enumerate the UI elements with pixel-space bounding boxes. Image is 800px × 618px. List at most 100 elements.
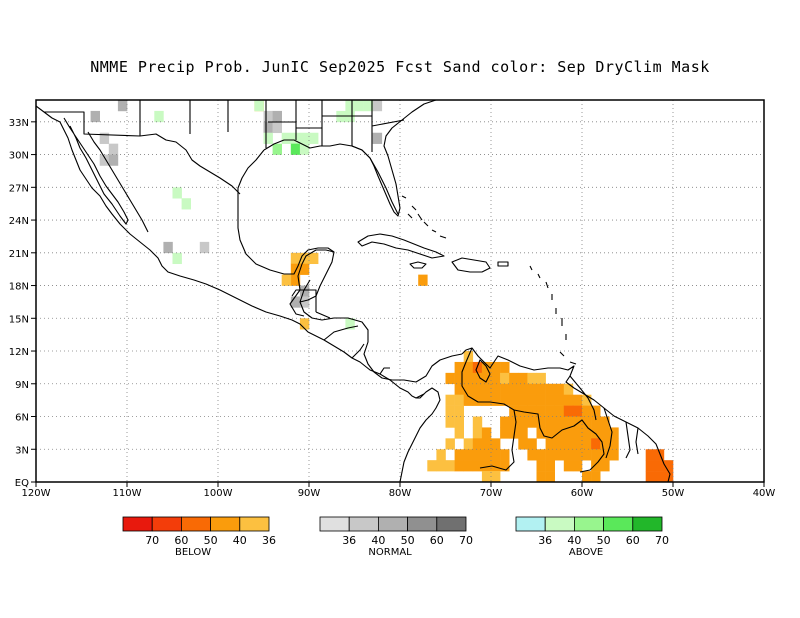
- below-probability-cell: [545, 427, 555, 439]
- caribbean-central-america-coast: [299, 301, 463, 383]
- below-probability-cell: [600, 427, 610, 439]
- below-probability-cell: [645, 471, 656, 483]
- below-probability-cell: [527, 416, 537, 428]
- below-probability-cell: [481, 383, 492, 395]
- below-probability-cell: [518, 416, 528, 428]
- below-probability-cell: [563, 449, 574, 461]
- below-probability-cell: [545, 394, 555, 406]
- y-tick-label: EQ: [15, 478, 29, 489]
- below-probability-cell: [600, 416, 610, 428]
- below-probability-cell: [491, 460, 501, 472]
- axis-ticks: 120W 110W 100W 90W 80W 70W 60W 50W 40W EQ 3N 6N 9N 12…: [9, 118, 776, 499]
- florida-peninsula: [351, 145, 399, 215]
- x-tick-label: 60W: [571, 488, 594, 499]
- below-probability-cell: [481, 438, 492, 450]
- below-probability-cell: [654, 460, 665, 472]
- below-probability-cell: [654, 449, 665, 461]
- legend-value-label: 50: [597, 534, 611, 547]
- above-probability-cell: [172, 252, 182, 265]
- legend-swatch: [151, 516, 182, 532]
- below-probability-cell: [572, 405, 583, 417]
- below-probability-cell: [481, 427, 492, 439]
- legend-category-name: ABOVE: [569, 547, 603, 558]
- below-probability-cell: [427, 460, 437, 472]
- map-frame: 120W 110W 100W 90W 80W 70W 60W 50W 40W EQ 3N 6N 9N 12…: [9, 99, 776, 499]
- normal-probability-cell: [117, 100, 128, 112]
- normal-probability-cell: [272, 121, 282, 134]
- below-probability-cell: [563, 383, 574, 395]
- below-probability-cell: [463, 372, 474, 385]
- below-probability-cell: [472, 438, 483, 450]
- below-probability-cell: [454, 405, 464, 417]
- legend-swatch: [210, 516, 241, 532]
- below-probability-cell: [536, 394, 546, 406]
- below-probability-cell: [500, 416, 510, 428]
- below-probability-cell: [454, 427, 464, 439]
- y-tick-label: 30N: [9, 151, 29, 162]
- normal-probability-cell: [299, 285, 310, 297]
- above-probability-cell: [272, 143, 282, 155]
- y-tick-label: 27N: [9, 183, 29, 194]
- below-probability-cell: [500, 361, 510, 374]
- below-probability-cell: [591, 427, 601, 439]
- above-probability-cell: [172, 187, 182, 199]
- below-probability-cell: [591, 460, 601, 472]
- below-probability-cell: [600, 460, 610, 472]
- below-probability-cell: [591, 405, 601, 417]
- below-probability-cell: [445, 405, 455, 417]
- normal-probability-cell: [99, 154, 110, 166]
- below-probability-cell: [509, 394, 519, 406]
- us-gulf-coast: [263, 99, 437, 217]
- below-probability-cell: [454, 460, 464, 472]
- below-probability-cell: [554, 416, 565, 428]
- x-tick-label: 70W: [480, 488, 503, 499]
- below-probability-cell: [545, 460, 555, 472]
- below-probability-cell: [591, 416, 601, 428]
- below-probability-cell: [481, 372, 492, 385]
- below-probability-cell: [418, 274, 428, 286]
- legend-swatch: [574, 516, 605, 532]
- legend-swatch: [515, 516, 546, 532]
- below-probability-cell: [582, 427, 592, 439]
- normal-probability-cell: [90, 110, 100, 123]
- y-tick-label: 3N: [15, 445, 29, 456]
- below-probability-cell: [527, 383, 537, 395]
- legend-above: 36 40 50 60 70 ABOVE: [515, 516, 669, 558]
- map-background: [36, 100, 764, 482]
- below-probability-cell: [582, 416, 592, 428]
- normal-probability-cell: [263, 110, 273, 123]
- below-probability-cell: [299, 263, 310, 275]
- gulf-of-california-shore: [87, 131, 149, 233]
- below-probability-cell: [609, 427, 619, 439]
- below-probability-cell: [436, 449, 446, 461]
- below-probability-cell: [500, 427, 510, 439]
- below-probability-cell: [463, 383, 474, 395]
- below-probability-cell: [290, 252, 301, 265]
- baja-california: [63, 117, 129, 225]
- normal-probability-cell: [108, 154, 119, 166]
- below-probability-cell: [454, 394, 464, 406]
- below-probability-cell: [536, 427, 546, 439]
- y-tick-label: 12N: [9, 347, 29, 358]
- legend-swatch: [632, 516, 663, 532]
- legend-value-label: 70: [145, 534, 159, 547]
- legend-value-label: 40: [233, 534, 247, 547]
- normal-probability-cell: [163, 241, 173, 254]
- below-probability-cell: [481, 449, 492, 461]
- legend-category-name: BELOW: [175, 547, 211, 558]
- below-probability-cell: [554, 405, 565, 417]
- below-probability-cell: [554, 383, 565, 395]
- below-probability-cell: [582, 438, 592, 450]
- below-probability-cell: [481, 394, 492, 406]
- below-probability-cell: [645, 460, 656, 472]
- below-probability-cell: [554, 449, 565, 461]
- below-probability-cell: [472, 394, 483, 406]
- below-probability-cell: [472, 383, 483, 395]
- legend-value-label: 40: [567, 534, 581, 547]
- below-probability-cell: [472, 460, 483, 472]
- y-tick-label: 21N: [9, 249, 29, 260]
- jamaica: [409, 261, 427, 269]
- below-probability-cell: [309, 252, 319, 265]
- x-tick-label: 80W: [389, 488, 412, 499]
